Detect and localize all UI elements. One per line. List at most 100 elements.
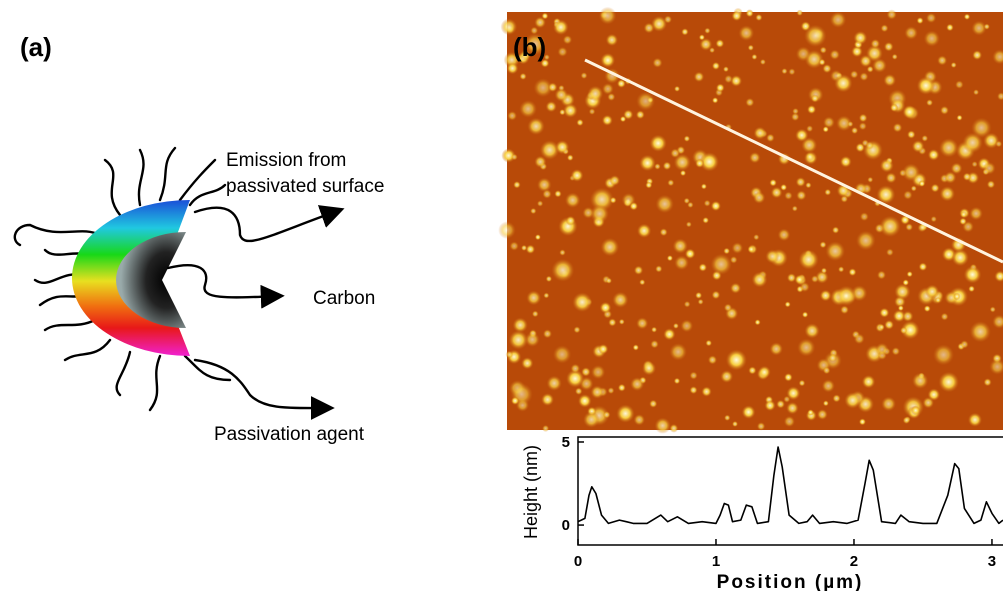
particle [766,134,775,143]
particle [892,347,901,356]
particle [629,202,638,211]
particle [690,371,698,379]
particle [850,70,858,78]
particle [783,396,790,403]
particle [968,413,982,427]
particle [513,181,521,189]
particle [940,106,949,115]
particle [919,262,928,271]
particle [770,342,783,355]
particle [941,313,949,321]
particle [519,100,537,118]
particle [964,266,982,284]
particle [732,421,738,427]
particle [695,159,704,168]
particle [526,245,535,254]
particle [823,367,831,375]
arrow [195,360,330,408]
particle [663,328,675,340]
particle [507,111,517,121]
particle [601,238,620,257]
particle [505,351,513,359]
particle [755,319,761,325]
particle [644,23,655,34]
particle [546,101,557,112]
particle [794,275,804,285]
particle [902,311,913,322]
particle [887,9,897,19]
particle [784,373,793,382]
particle [880,159,894,173]
particle [799,380,806,387]
particle [701,386,711,396]
particle [555,88,569,102]
particle [542,425,549,432]
particle [724,304,732,312]
particle [511,154,518,161]
particle [712,97,718,103]
particle [655,265,662,272]
particle [674,86,680,92]
particle [749,152,760,163]
y-tick-label: 0 [562,517,570,534]
particle [919,180,926,187]
particle [806,125,813,132]
particle [819,59,826,66]
particle [509,241,518,250]
particle [716,83,725,92]
particle [598,344,608,354]
particle [832,394,840,402]
particle [543,292,549,298]
particle [720,370,733,383]
particle [987,180,995,188]
particle [854,333,865,344]
particle [726,349,747,370]
particle [883,74,896,87]
particle [798,249,818,269]
particle [804,323,819,338]
particle [822,379,835,392]
particle [907,271,913,277]
particle [904,26,918,40]
particle [912,140,925,153]
particle [969,207,983,221]
particle [937,55,947,65]
particle [546,276,552,282]
particle [797,10,803,16]
particle [884,42,894,52]
particle [547,376,562,391]
particle [587,86,603,102]
particle [822,64,831,73]
particle [925,285,939,299]
particle [576,119,583,126]
particle [684,135,690,141]
particle [903,417,911,425]
particle [715,39,724,48]
panel-label: (a) [20,32,52,62]
particle [581,367,591,377]
particle [881,396,896,411]
particle [884,320,894,330]
particle [960,340,969,349]
particle [563,35,572,44]
particle [840,305,849,314]
particle [602,115,613,126]
particle [834,74,852,92]
particle [921,135,928,142]
particle [968,285,975,292]
particle [557,47,567,57]
particle [731,242,743,254]
panel-label: (b) [513,32,546,62]
particle [534,17,546,29]
particle [650,135,667,152]
particle [667,255,673,261]
particle [984,24,990,30]
y-tick-label: 5 [562,434,570,451]
particle [755,14,762,21]
particle [892,54,898,60]
particle [962,132,983,153]
particle [636,317,648,329]
particle [711,201,721,211]
particle [674,378,681,385]
particle [807,409,814,416]
